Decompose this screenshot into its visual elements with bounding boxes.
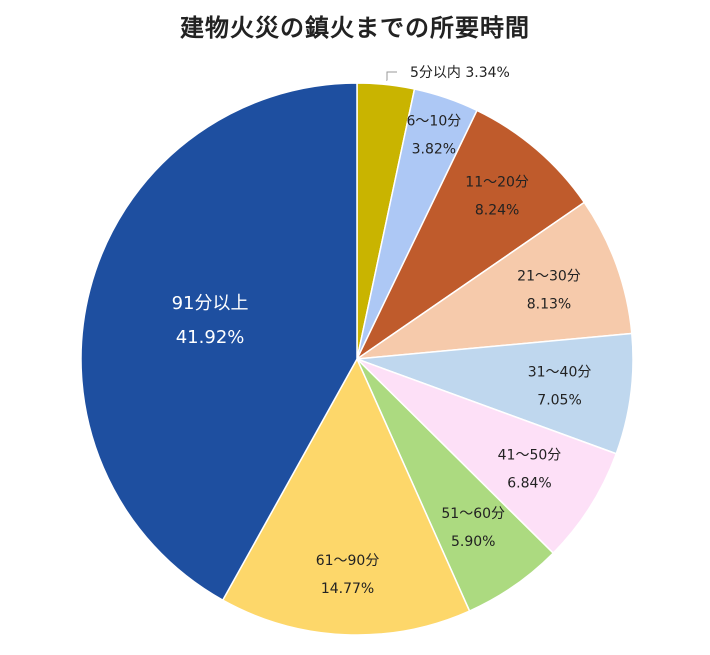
pie-slice-8 [221,357,471,636]
slice-5-value: 7.05% [537,392,581,408]
chart-title: 建物火災の鎮火までの所要時間 [180,14,530,42]
slice-6-label: 41～50分 [498,447,562,463]
slice-8-label: 61～90分 [316,553,380,569]
slice-8-value: 14.77% [321,581,374,597]
slice-1-leader-line [386,71,397,81]
slice-9-value: 41.92% [176,327,245,348]
pie-slice-9 [80,82,358,602]
pie-slice-4 [354,201,633,361]
pie-slice-6 [356,358,618,555]
slice-3-label: 11～20分 [465,175,529,191]
slice-7-label: 51～60分 [441,506,505,522]
slice-4-value: 8.13% [527,296,571,312]
slice-1-label: 5分以内 3.34% [410,65,510,81]
pie-slice-5 [356,332,634,455]
slice-2-value: 3.82% [412,141,456,157]
slice-5-label: 31～40分 [528,364,592,380]
pie-slice-3 [355,109,586,362]
slice-9-label: 91分以上 [172,293,249,314]
slice-4-label: 21～30分 [517,268,581,284]
slice-7-value: 5.90% [451,534,495,550]
slice-3-value: 8.24% [475,203,519,219]
slice-6-value: 6.84% [507,475,551,491]
slice-2-label: 6～10分 [407,113,462,129]
